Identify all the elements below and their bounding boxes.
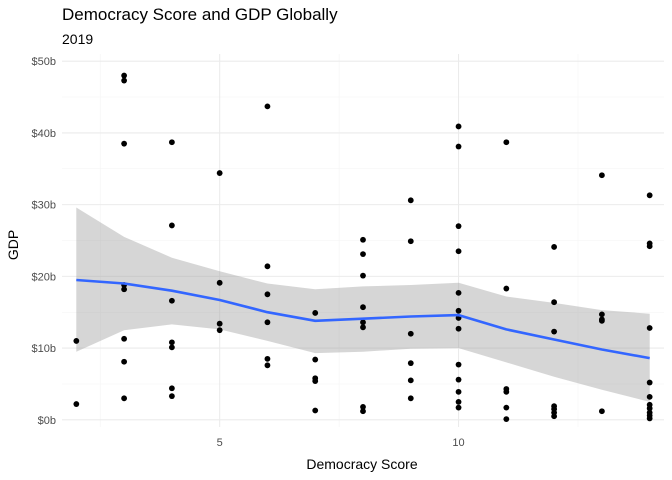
data-point bbox=[168, 344, 175, 351]
x-tick-label: 5 bbox=[217, 437, 223, 449]
data-point bbox=[598, 408, 605, 415]
data-point bbox=[455, 123, 462, 130]
data-point bbox=[216, 327, 223, 334]
data-point bbox=[360, 408, 366, 415]
data-point bbox=[121, 72, 128, 79]
data-point bbox=[168, 339, 175, 346]
data-point bbox=[503, 139, 510, 146]
data-point bbox=[551, 244, 558, 250]
data-point bbox=[455, 388, 462, 395]
y-axis-ticks: $0b $10b $20b $30b $40b $50b bbox=[32, 56, 56, 427]
data-point bbox=[312, 356, 319, 363]
data-point bbox=[168, 297, 175, 304]
data-point bbox=[646, 243, 653, 250]
data-point bbox=[455, 361, 462, 368]
data-point bbox=[551, 328, 558, 335]
data-point bbox=[360, 236, 366, 243]
data-point bbox=[503, 388, 510, 395]
data-point bbox=[455, 398, 462, 405]
chart-subtitle: 2019 bbox=[62, 31, 93, 47]
data-point bbox=[360, 404, 366, 410]
data-point bbox=[646, 379, 653, 386]
data-point bbox=[455, 376, 462, 383]
data-point bbox=[407, 377, 414, 384]
data-points bbox=[73, 72, 653, 423]
data-point bbox=[264, 103, 271, 110]
data-point bbox=[455, 223, 462, 230]
data-point bbox=[73, 401, 80, 407]
data-point bbox=[360, 251, 366, 258]
data-point bbox=[121, 358, 128, 365]
chart-title: Democracy Score and GDP Globally bbox=[62, 5, 338, 24]
data-point bbox=[407, 197, 414, 204]
data-point bbox=[216, 170, 223, 176]
data-point bbox=[646, 325, 653, 331]
data-point bbox=[360, 319, 366, 326]
data-point bbox=[312, 378, 319, 384]
data-point bbox=[360, 324, 366, 331]
smooth-line bbox=[76, 278, 650, 360]
grid bbox=[62, 54, 664, 427]
data-point bbox=[216, 320, 223, 327]
data-point bbox=[121, 395, 128, 402]
data-point bbox=[312, 407, 319, 414]
data-point bbox=[264, 263, 271, 270]
data-point bbox=[407, 395, 414, 402]
data-point bbox=[503, 285, 510, 292]
data-point bbox=[121, 335, 128, 342]
data-point bbox=[455, 307, 462, 314]
smooth-fit-line bbox=[76, 278, 650, 360]
data-point bbox=[455, 404, 462, 411]
x-axis-ticks: 5 10 bbox=[217, 437, 465, 449]
y-axis-label: GDP bbox=[5, 230, 21, 260]
data-point bbox=[168, 385, 175, 392]
y-tick-label: $30b bbox=[32, 200, 56, 212]
data-point bbox=[503, 416, 510, 423]
data-point bbox=[646, 393, 653, 400]
y-tick-label: $20b bbox=[32, 271, 56, 283]
data-point bbox=[121, 77, 128, 84]
data-point bbox=[598, 317, 605, 324]
data-point bbox=[264, 319, 271, 326]
data-point bbox=[407, 330, 414, 337]
y-tick-label: $0b bbox=[38, 415, 56, 427]
data-point bbox=[646, 192, 653, 199]
data-point bbox=[598, 172, 605, 179]
data-point bbox=[360, 304, 366, 311]
data-point bbox=[503, 404, 510, 411]
data-point bbox=[455, 248, 462, 255]
data-point bbox=[168, 139, 175, 146]
x-axis-label: Democracy Score bbox=[306, 456, 417, 472]
data-point bbox=[312, 310, 319, 316]
y-tick-label: $40b bbox=[32, 128, 56, 140]
data-point bbox=[551, 299, 558, 306]
data-point bbox=[551, 413, 558, 420]
data-point bbox=[264, 362, 271, 369]
data-point bbox=[646, 415, 653, 422]
data-point bbox=[455, 325, 462, 332]
data-point bbox=[455, 289, 462, 296]
data-point bbox=[264, 355, 271, 362]
data-point bbox=[121, 286, 128, 293]
data-point bbox=[360, 272, 366, 279]
data-point bbox=[407, 238, 414, 245]
data-point bbox=[598, 311, 605, 318]
y-tick-label: $50b bbox=[32, 56, 56, 68]
data-point bbox=[216, 279, 223, 286]
data-point bbox=[121, 140, 128, 147]
data-point bbox=[168, 393, 175, 400]
data-point bbox=[264, 291, 271, 298]
data-point bbox=[73, 338, 80, 344]
x-tick-label: 10 bbox=[452, 437, 464, 449]
data-point bbox=[168, 222, 175, 229]
data-point bbox=[407, 360, 414, 367]
data-point bbox=[646, 405, 653, 412]
y-tick-label: $10b bbox=[32, 343, 56, 355]
data-point bbox=[455, 143, 462, 150]
